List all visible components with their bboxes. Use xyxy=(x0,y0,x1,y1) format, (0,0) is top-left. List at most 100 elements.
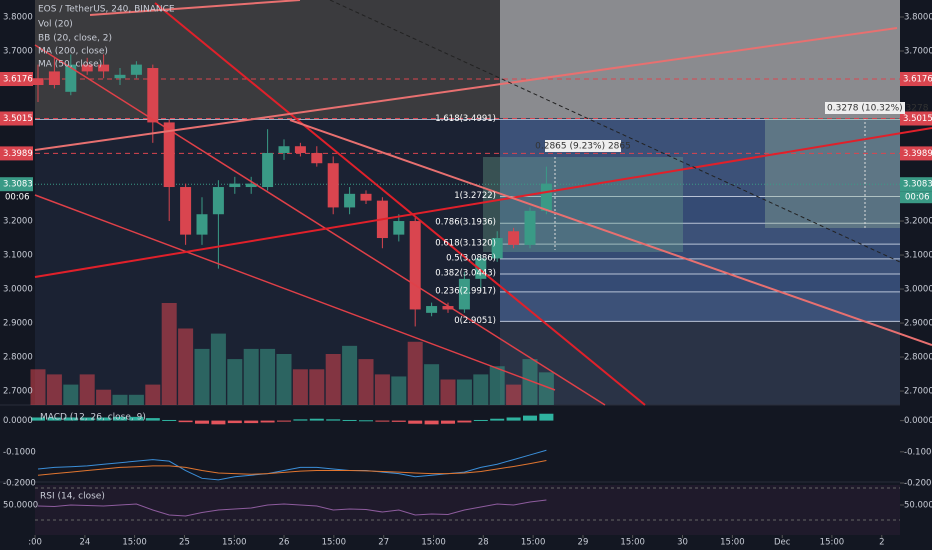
x-tick-label: 15:00 xyxy=(122,538,147,548)
labels: 1.618(3.4991) 1(3.2722) 0.786(3.1936) 0.618… xyxy=(0,13,932,548)
y-tick-label: 3.1000 xyxy=(904,251,932,261)
macd-hist xyxy=(408,420,423,424)
candle-body xyxy=(458,278,470,310)
x-tick-label: 15:00 xyxy=(421,538,446,548)
trend-line xyxy=(89,0,301,16)
x-tick-label: 15:00 xyxy=(322,538,347,548)
price-box-label: 3.6176 xyxy=(3,75,33,85)
candle-body xyxy=(540,183,552,211)
measure-label: 0.2865 (9.23%) 2865 xyxy=(535,142,631,152)
candle-body xyxy=(163,122,175,188)
y-tick-label: 2.9000 xyxy=(3,319,33,329)
volume-bar xyxy=(276,354,292,405)
trend-line xyxy=(154,2,646,406)
fib-label: 1.618(3.4991) xyxy=(435,114,496,124)
y-tick-label: 3.2000 xyxy=(3,217,33,227)
candle-body xyxy=(327,163,339,208)
macd-hist xyxy=(244,420,259,424)
x-tick-label: 25 xyxy=(179,538,190,548)
upper-zone xyxy=(35,0,500,118)
macd-hist xyxy=(178,420,193,423)
volume-bar xyxy=(374,374,390,405)
macd-hist xyxy=(342,419,357,421)
macd-hist xyxy=(457,420,472,423)
volume-bar xyxy=(309,369,325,405)
macd-hist xyxy=(473,419,488,421)
macd-hist xyxy=(326,419,341,421)
x-tick-label: 24 xyxy=(79,538,90,548)
candle-body xyxy=(524,210,536,245)
fib-label: 0.618(3.1320) xyxy=(435,239,496,249)
y-tick-label: 0.0000 xyxy=(904,416,932,426)
y-tick-label: 3.8000 xyxy=(3,13,33,23)
macd-legend: MACD (12, 26, close, 9) xyxy=(40,413,146,423)
y-tick-label: -0.2000 xyxy=(3,479,36,489)
candle-body xyxy=(180,187,192,235)
volume-bar xyxy=(30,369,46,405)
x-tick-label: :00 xyxy=(28,538,42,548)
y-tick-label: 3.7000 xyxy=(3,47,33,57)
candle-body xyxy=(442,306,454,310)
candle-body xyxy=(294,146,306,154)
fib-label: 0(2.9051) xyxy=(454,316,496,326)
volume-bar xyxy=(473,374,489,405)
legend: BB (20, close, 2) xyxy=(38,34,112,44)
price-box xyxy=(0,111,33,126)
y-tick-label: -0.1000 xyxy=(3,447,36,457)
fib-zone xyxy=(500,291,900,322)
price-box-label: 3.3989 xyxy=(903,149,932,159)
volume-bar xyxy=(112,394,128,405)
candle-body xyxy=(147,68,159,123)
macd-hist xyxy=(441,420,455,424)
y-tick-label: 2.8000 xyxy=(3,353,33,363)
y-tick-label: 3.2000 xyxy=(904,217,932,227)
y-tick-label: -0.1000 xyxy=(904,447,932,457)
x-tick-label: 15:00 xyxy=(222,538,247,548)
candle-body xyxy=(393,221,405,235)
volume-bar xyxy=(325,354,341,405)
candle-body xyxy=(130,64,142,75)
y-tick-label: 3.7000 xyxy=(904,47,932,57)
candle-body xyxy=(360,193,372,201)
macd-hist xyxy=(227,420,242,424)
volume-bar xyxy=(342,345,358,405)
countdown: 00:06 xyxy=(905,193,930,203)
x-tick-label: 2 xyxy=(879,538,884,548)
macd-hist xyxy=(391,420,406,422)
macd-hist xyxy=(309,418,324,421)
volume-bar xyxy=(243,348,259,405)
volume-bar xyxy=(194,348,210,405)
plot xyxy=(30,54,900,517)
candle-body xyxy=(196,214,208,235)
candle-body xyxy=(475,258,487,279)
macd-hist xyxy=(211,420,226,425)
price-box-label: 3.3083 xyxy=(3,180,33,190)
y-tick-label: 3.0000 xyxy=(3,285,33,295)
fib-zone xyxy=(500,258,900,274)
volume-bar xyxy=(178,328,194,405)
fib-label: 0.236(2.9917) xyxy=(435,286,496,296)
y-tick-label: 2.7000 xyxy=(3,387,33,397)
macd-hist xyxy=(539,413,554,421)
price-box xyxy=(900,72,932,87)
fib-zone xyxy=(500,119,900,197)
fib-zone xyxy=(500,244,900,259)
y-tick-label: 3.0000 xyxy=(904,285,932,295)
macd-hist xyxy=(63,417,78,421)
y-tick-label: 50.0000 xyxy=(904,501,932,511)
rsi-legend: RSI (14, close) xyxy=(40,492,105,502)
x-tick-label: 15:00 xyxy=(820,538,845,548)
chart-title: EOS / TetherUS, 240, BINANCE xyxy=(38,5,175,15)
price-box xyxy=(900,177,932,192)
macd-hist xyxy=(506,417,521,421)
volume-bar xyxy=(440,379,456,405)
candle-body xyxy=(32,78,44,86)
volume-bar xyxy=(260,348,276,405)
x-tick-label: 30 xyxy=(677,538,688,548)
candle-body xyxy=(245,183,257,188)
macd-hist xyxy=(523,415,537,421)
x-tick-label: 15:00 xyxy=(620,538,645,548)
candle-body xyxy=(491,238,503,259)
macd-line xyxy=(37,460,547,476)
